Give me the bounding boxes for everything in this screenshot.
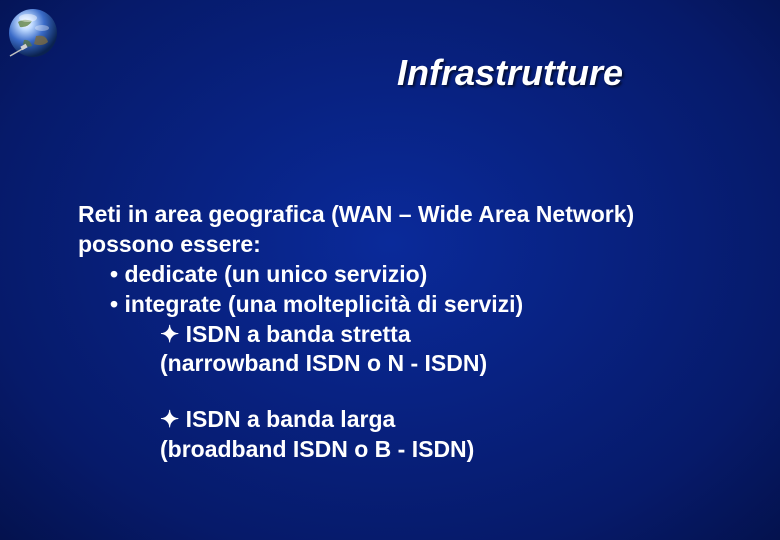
slide-body: Reti in area geografica (WAN – Wide Area…	[78, 200, 740, 465]
bullet-item: • integrate (una molteplicità di servizi…	[78, 290, 740, 320]
sub-item: ✦ ISDN a banda larga	[78, 405, 740, 435]
sub-item: (narrowband ISDN o N - ISDN)	[78, 349, 740, 379]
sub-item: (broadband ISDN o B - ISDN)	[78, 435, 740, 465]
body-line: possono essere:	[78, 230, 740, 260]
bullet-item: • dedicate (un unico servizio)	[78, 260, 740, 290]
slide-title: Infrastrutture	[0, 52, 780, 94]
spacer	[78, 379, 740, 405]
body-line: Reti in area geografica (WAN – Wide Area…	[78, 200, 740, 230]
sub-item: ✦ ISDN a banda stretta	[78, 320, 740, 350]
